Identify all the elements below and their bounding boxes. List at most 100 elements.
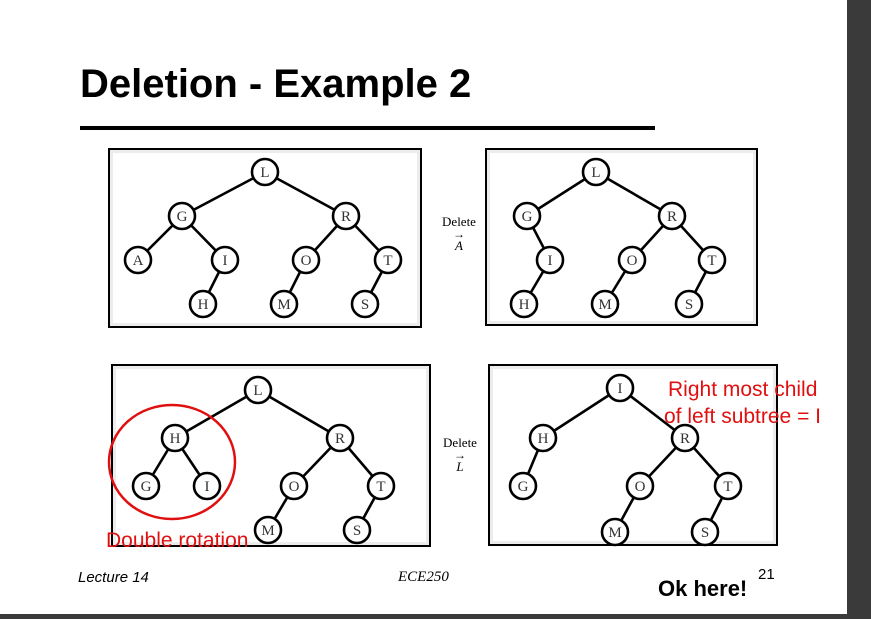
node-circle xyxy=(373,245,403,275)
tree-node-m: M xyxy=(600,517,630,547)
tree-node-s: S xyxy=(342,515,372,545)
node-label: R xyxy=(680,431,690,447)
node-circle xyxy=(167,201,197,231)
node-label: T xyxy=(707,253,716,269)
tree-edges xyxy=(137,170,390,305)
tree-panel-bottom-left: L H R G I O T M S xyxy=(111,364,431,547)
node-label: L xyxy=(260,165,269,181)
tree-node-l: L xyxy=(243,375,273,405)
node-label: A xyxy=(133,253,144,269)
node-label: H xyxy=(519,297,530,313)
tree-node-h: H xyxy=(188,289,218,319)
tree-edge-l-h xyxy=(174,388,259,440)
node-label: S xyxy=(701,525,709,541)
tree-node-m: M xyxy=(269,289,299,319)
node-label: T xyxy=(723,479,732,495)
node-circle xyxy=(605,373,635,403)
node-circle xyxy=(670,423,700,453)
tree-panel-top-left: L G R A I O T H M S xyxy=(108,148,422,328)
node-circle xyxy=(617,245,647,275)
tree-node-r: R xyxy=(657,201,687,231)
tree-node-m: M xyxy=(590,289,620,319)
node-label: R xyxy=(667,209,677,225)
highlight-circle xyxy=(107,403,237,521)
node-circle xyxy=(210,245,240,275)
tree-edges xyxy=(522,170,714,305)
node-label: S xyxy=(361,297,369,313)
operation-delete-a: Delete → A xyxy=(434,214,484,254)
node-circle xyxy=(508,471,538,501)
right-most-note-line2: of left subtree = I xyxy=(664,405,822,428)
node-label: O xyxy=(635,479,646,495)
node-circle xyxy=(188,289,218,319)
tree-node-t: T xyxy=(366,471,396,501)
tree-edge-l-r xyxy=(257,388,341,440)
operation-word: Delete xyxy=(443,435,477,450)
tree-bottom-right: I H R G O T M S xyxy=(508,373,743,547)
footer-course: ECE250 xyxy=(398,569,449,585)
node-label: I xyxy=(548,253,553,269)
tree-edge-l-g xyxy=(181,170,266,218)
node-label: I xyxy=(618,381,623,397)
tree-node-o: O xyxy=(291,245,321,275)
node-label: L xyxy=(591,165,600,181)
node-label: M xyxy=(598,297,611,313)
node-circle xyxy=(590,289,620,319)
window-edge-right xyxy=(847,0,871,619)
tree-edge-i-h xyxy=(542,386,621,440)
operation-key: L xyxy=(456,459,464,474)
node-circle xyxy=(657,201,687,231)
tree-node-g: G xyxy=(167,201,197,231)
node-circle xyxy=(528,423,558,453)
tree-node-h: H xyxy=(160,423,190,453)
operation-key: A xyxy=(455,238,463,253)
operation-word: Delete xyxy=(442,214,476,229)
tree-node-o: O xyxy=(625,471,655,501)
double-rotation-note: Double rotation xyxy=(106,529,249,552)
node-label: T xyxy=(383,253,392,269)
title-underline xyxy=(80,126,655,130)
tree-panel-top-right: L G R I O T H M S xyxy=(485,148,758,326)
node-circle xyxy=(600,517,630,547)
node-circle xyxy=(279,471,309,501)
node-label: G xyxy=(522,209,533,225)
node-circle xyxy=(581,157,611,187)
tree-node-m: M xyxy=(253,515,283,545)
tree-node-t: T xyxy=(373,245,403,275)
tree-node-g: G xyxy=(512,201,542,231)
node-label: O xyxy=(627,253,638,269)
tree-node-h: H xyxy=(509,289,539,319)
tree-node-r: R xyxy=(670,423,700,453)
tree-top-right: L G R I O T H M S xyxy=(509,157,727,319)
node-label: O xyxy=(301,253,312,269)
node-label: T xyxy=(376,479,385,495)
node-circle xyxy=(123,245,153,275)
node-circle xyxy=(366,471,396,501)
tree-node-s: S xyxy=(350,289,380,319)
node-circle xyxy=(713,471,743,501)
tree-nodes: I H R G O T M S xyxy=(508,373,743,547)
tree-node-a: A xyxy=(123,245,153,275)
page-number: 21 xyxy=(758,566,775,583)
right-arrow-icon: → xyxy=(453,227,465,241)
tree-top-left: L G R A I O T H M S xyxy=(123,157,403,319)
node-circle xyxy=(131,471,161,501)
tree-node-s: S xyxy=(674,289,704,319)
tree-edge-l-r xyxy=(264,170,347,218)
node-circle xyxy=(509,289,539,319)
node-label: S xyxy=(353,523,361,539)
node-label: G xyxy=(518,479,529,495)
node-label: M xyxy=(608,525,621,541)
node-label: M xyxy=(277,297,290,313)
node-circle xyxy=(674,289,704,319)
right-arrow-icon: → xyxy=(454,448,466,462)
right-most-note-line1: Right most child xyxy=(668,378,818,401)
window-edge-bottom xyxy=(0,614,847,619)
tree-node-l: L xyxy=(250,157,280,187)
node-circle xyxy=(350,289,380,319)
node-label: H xyxy=(170,431,181,447)
node-label: H xyxy=(198,297,209,313)
node-label: O xyxy=(289,479,300,495)
node-circle xyxy=(697,245,727,275)
tree-node-g: G xyxy=(131,471,161,501)
